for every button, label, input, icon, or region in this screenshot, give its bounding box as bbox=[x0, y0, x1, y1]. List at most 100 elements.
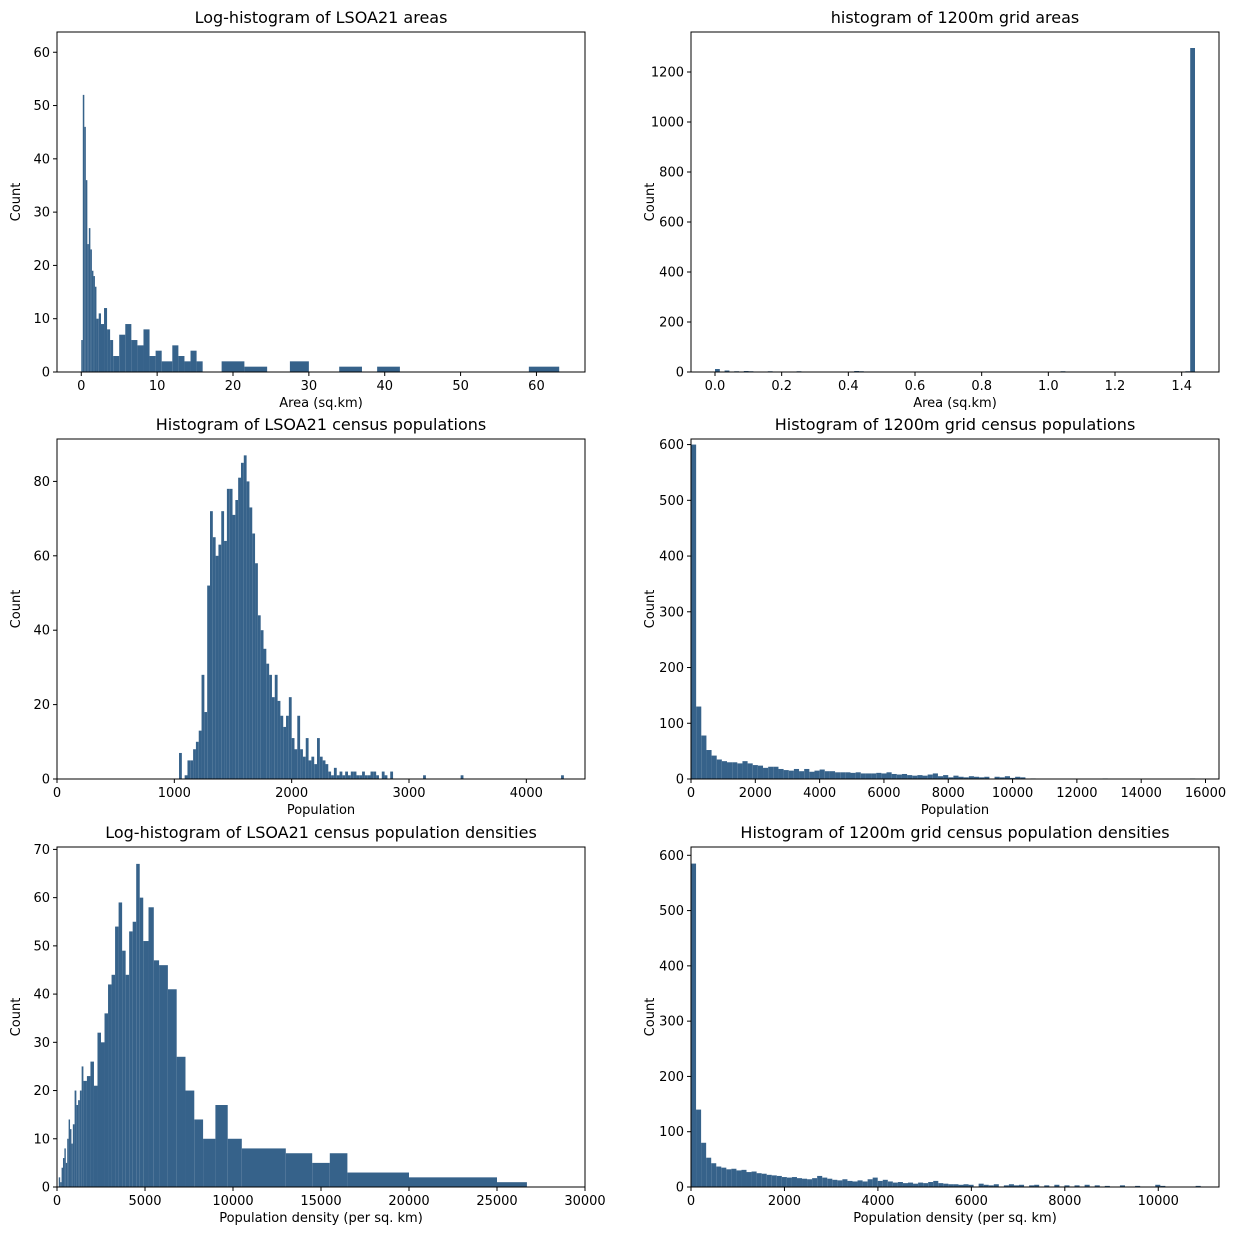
bars bbox=[691, 863, 1201, 1187]
x-tick-label: 8000 bbox=[1048, 1194, 1081, 1209]
histogram-bar bbox=[118, 902, 123, 1187]
histogram-bar bbox=[706, 1157, 712, 1187]
histogram-bar bbox=[876, 772, 882, 779]
histogram-bar bbox=[87, 244, 89, 372]
histogram-bar bbox=[1008, 1184, 1014, 1187]
y-tick-label: 600 bbox=[659, 438, 684, 453]
histogram-bar bbox=[84, 126, 86, 372]
chart-lsoa-area: 0 10 20 30 40 50 60 0 10 20 30 40 50 60 Log-histogram … bbox=[9, 8, 586, 411]
histogram-bar bbox=[86, 1076, 91, 1187]
histogram-bar bbox=[812, 1178, 818, 1187]
histogram-bar bbox=[807, 1179, 813, 1187]
histogram-bar bbox=[872, 1177, 878, 1187]
x-tick-label: 20000 bbox=[388, 1194, 429, 1209]
histogram-bar bbox=[238, 477, 241, 779]
histogram-bar bbox=[218, 544, 222, 779]
histogram-bar bbox=[302, 756, 306, 779]
x-tick-label: 1.0 bbox=[1038, 379, 1059, 394]
y-tick-label: 10 bbox=[33, 1132, 50, 1147]
histogram-bar bbox=[716, 759, 722, 779]
histogram-bar bbox=[74, 1090, 77, 1187]
histogram-bar bbox=[943, 1183, 949, 1187]
histogram-bar bbox=[724, 370, 730, 372]
x-tick-label: 14000 bbox=[1121, 786, 1162, 801]
histogram-bar bbox=[153, 960, 160, 1187]
x-tick-label: 10000 bbox=[992, 786, 1033, 801]
histogram-bar bbox=[796, 1178, 803, 1187]
histogram-bar bbox=[227, 1138, 242, 1187]
histogram-bar bbox=[215, 1105, 228, 1187]
histogram-bar bbox=[842, 1179, 848, 1187]
histogram-bar bbox=[252, 533, 256, 779]
histogram-bar bbox=[877, 1180, 883, 1187]
histogram-bar bbox=[691, 444, 697, 779]
axes-frame bbox=[56, 438, 586, 780]
histogram-bar bbox=[731, 1168, 737, 1187]
histogram-bar bbox=[907, 775, 913, 779]
x-tick-label: 10000 bbox=[212, 1194, 253, 1209]
histogram-bar bbox=[691, 863, 697, 1187]
x-tick-label: 3000 bbox=[392, 786, 425, 801]
histogram-bar bbox=[194, 1119, 204, 1187]
histogram-bar bbox=[113, 356, 120, 372]
histogram-bar bbox=[1074, 1185, 1080, 1187]
y-tick-label: 60 bbox=[33, 549, 50, 564]
histogram-bar bbox=[280, 715, 284, 779]
histogram-bar bbox=[958, 776, 964, 779]
histogram-bar bbox=[187, 760, 191, 779]
histogram-bar bbox=[783, 770, 789, 779]
histogram-bar bbox=[288, 697, 292, 779]
histogram-bar bbox=[791, 1177, 797, 1187]
chart-title: Histogram of 1200m grid census populatio… bbox=[775, 415, 1136, 434]
x-axis-label: Population bbox=[287, 803, 355, 818]
histogram-bar bbox=[82, 94, 85, 372]
y-tick-label: 400 bbox=[659, 959, 684, 974]
bars bbox=[715, 48, 1195, 372]
histogram-bar bbox=[345, 771, 348, 779]
histogram-bar bbox=[1155, 1184, 1161, 1187]
histogram-bar bbox=[751, 1171, 757, 1187]
x-axis-label: Population bbox=[921, 803, 989, 818]
y-tick-label: 0 bbox=[676, 366, 684, 381]
y-tick-label: 400 bbox=[659, 266, 684, 281]
histogram-bar bbox=[317, 738, 320, 779]
y-tick-label: 600 bbox=[659, 849, 684, 864]
histogram-bar bbox=[763, 767, 769, 779]
y-tick-label: 50 bbox=[33, 99, 50, 114]
histogram-bar bbox=[204, 712, 208, 779]
x-tick-label: 4000 bbox=[510, 786, 543, 801]
histogram-bar bbox=[907, 1182, 914, 1187]
histogram-bar bbox=[937, 776, 944, 779]
histogram-bar bbox=[132, 921, 137, 1187]
histogram-bar bbox=[81, 1066, 84, 1187]
histogram-bar bbox=[122, 950, 126, 1187]
y-axis-label: Count bbox=[9, 590, 24, 629]
histogram-bar bbox=[896, 774, 902, 779]
histogram-bar bbox=[871, 773, 877, 779]
histogram-bar bbox=[246, 481, 250, 779]
histogram-bar bbox=[802, 1178, 808, 1187]
histogram-bar bbox=[865, 773, 872, 779]
histogram-bar bbox=[362, 771, 365, 779]
y-tick-label: 40 bbox=[33, 988, 50, 1003]
bars bbox=[691, 444, 1196, 779]
chart-grid-pop: 0 2000 4000 6000 8000 10000 12000 14000 16000 0 10… bbox=[643, 415, 1226, 818]
histogram-bar bbox=[732, 762, 738, 779]
y-tick-label: 0 bbox=[42, 366, 50, 381]
x-tick-label: 25000 bbox=[476, 1194, 517, 1209]
histogram-bar bbox=[978, 1183, 984, 1187]
histogram-bar bbox=[331, 775, 334, 779]
histogram-bar bbox=[835, 772, 841, 779]
axes-frame bbox=[690, 438, 1220, 780]
histogram-bar bbox=[973, 776, 980, 779]
y-tick-label: 40 bbox=[33, 624, 50, 639]
y-tick-label: 500 bbox=[659, 904, 684, 919]
histogram-bar bbox=[862, 1181, 868, 1187]
chart-title: Histogram of 1200m grid census populatio… bbox=[740, 823, 1169, 842]
histogram-bar bbox=[1019, 1184, 1025, 1187]
chart-grid-density: 0 2000 4000 6000 8000 10000 0 100 200 300 400 500 60… bbox=[643, 823, 1220, 1226]
x-tick-label: 6000 bbox=[955, 1194, 988, 1209]
y-tick-label: 300 bbox=[659, 605, 684, 620]
x-tick-label: 20 bbox=[225, 379, 242, 394]
histogram-bar bbox=[855, 772, 861, 779]
